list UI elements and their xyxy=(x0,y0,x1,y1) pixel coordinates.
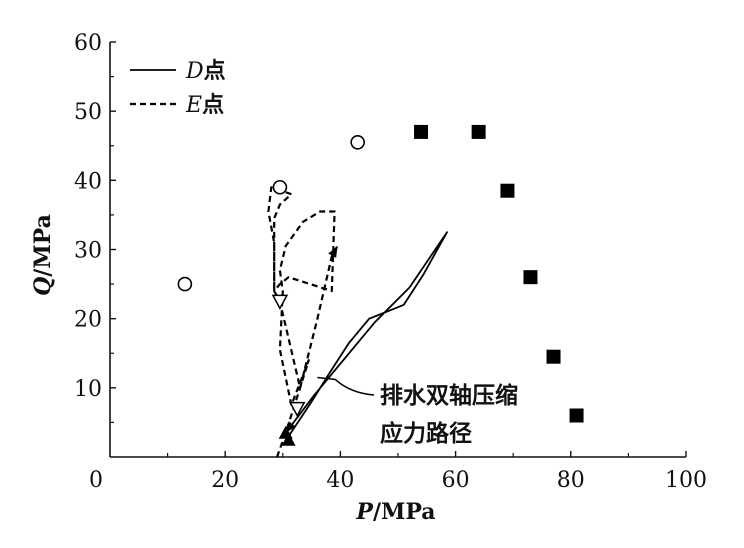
x-tick-label: 100 xyxy=(665,468,707,493)
annotation-text: 应力路径 xyxy=(380,420,472,447)
y-tick-label: 20 xyxy=(74,308,102,333)
data-point-open-circle xyxy=(177,276,193,292)
series-markers xyxy=(177,124,584,446)
annotation-text: 排水双轴压缩 xyxy=(380,382,518,409)
data-point-filled-square xyxy=(546,349,561,364)
data-point-filled-triangle xyxy=(278,425,293,439)
data-point-filled-square xyxy=(500,183,515,198)
data-point-filled-square xyxy=(523,270,538,285)
annotation-leader xyxy=(317,376,375,396)
x-tick-label: 20 xyxy=(211,468,239,493)
legend: D点 E点 xyxy=(130,58,226,118)
data-point-filled-triangle xyxy=(281,432,296,446)
data-point-filled-square xyxy=(569,408,584,423)
y-tick-label: 10 xyxy=(74,377,102,402)
y-tick-label: 40 xyxy=(74,169,102,194)
series-arrowhead xyxy=(328,246,338,258)
series-line-E xyxy=(267,186,339,458)
data-point-open-circle xyxy=(272,179,288,195)
data-point-open-triangle xyxy=(271,294,289,310)
x-axis-label: P/MPa xyxy=(355,499,435,525)
series-line-D xyxy=(284,231,448,437)
x-ticks: 0 20 40 60 80 100 xyxy=(89,451,707,493)
data-point-open-circle xyxy=(350,134,365,150)
data-point-filled-square xyxy=(414,124,429,139)
y-tick-label: 30 xyxy=(74,239,102,264)
x-tick-label: 80 xyxy=(557,468,585,493)
x-tick-label: 0 xyxy=(89,468,103,493)
legend-label: D点 xyxy=(185,58,226,84)
y-tick-label: 50 xyxy=(74,100,102,125)
data-point-filled-square xyxy=(471,124,486,139)
x-tick-label: 60 xyxy=(442,468,470,493)
data-point-open-triangle xyxy=(288,401,306,418)
series-lines xyxy=(267,186,448,458)
x-tick-label: 40 xyxy=(326,468,354,493)
y-ticks: 10 20 30 40 50 60 xyxy=(74,31,116,424)
legend-label: E点 xyxy=(185,92,224,118)
y-axis-label: Q/MPa xyxy=(30,214,56,296)
y-tick-label: 60 xyxy=(74,31,102,56)
